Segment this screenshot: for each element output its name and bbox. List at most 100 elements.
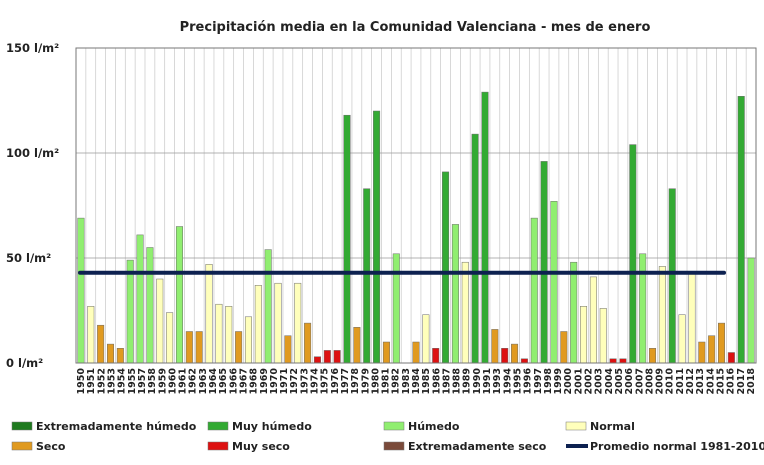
- bar: [422, 314, 430, 364]
- legend-label: Seco: [36, 440, 66, 453]
- bar: [718, 322, 726, 364]
- x-tick-label: 1975: [320, 368, 331, 394]
- x-tick-label: 1998: [543, 368, 554, 395]
- bar: [274, 282, 282, 364]
- legend-label: Húmedo: [408, 420, 460, 433]
- legend: Extremadamente húmedo Muy húmedo Húmedo Nor…: [11, 420, 764, 453]
- legend-label: Promedio normal 1981-2010: [590, 440, 764, 453]
- x-tick-label: 1965: [218, 368, 229, 394]
- bar: [511, 343, 519, 364]
- x-tick-label: 1969: [259, 368, 270, 394]
- bar: [294, 282, 302, 364]
- bar: [166, 312, 174, 364]
- legend-label: Extremadamente seco: [408, 440, 547, 453]
- x-tick-label: 1961: [178, 368, 189, 394]
- bar: [540, 161, 548, 364]
- x-tick-label: 1953: [107, 368, 118, 394]
- bar: [185, 331, 193, 364]
- bar: [619, 358, 627, 364]
- x-tick-label: 1958: [147, 368, 158, 395]
- bar: [580, 306, 588, 364]
- y-tick-label: 150 l/m²: [6, 41, 59, 55]
- y-tick-label: 100 l/m²: [6, 146, 59, 160]
- bar: [599, 308, 607, 364]
- chart-title: Precipitación media en la Comunidad Vale…: [180, 20, 651, 35]
- x-tick-label: 1979: [360, 368, 371, 394]
- bar: [156, 278, 164, 364]
- x-tick-label: 1968: [249, 368, 260, 395]
- x-tick-label: 2001: [573, 368, 584, 394]
- bar: [235, 331, 243, 364]
- legend-swatch: [565, 421, 587, 431]
- x-tick-label: 1963: [198, 368, 209, 394]
- bar: [244, 316, 252, 364]
- x-tick-label: 2017: [736, 368, 747, 394]
- legend-label: Muy húmedo: [232, 420, 312, 433]
- legend-label: Normal: [590, 420, 635, 433]
- x-tick-label: 2015: [715, 368, 726, 394]
- x-tick-label: 1994: [502, 368, 513, 395]
- x-tick-label: 1951: [86, 368, 97, 394]
- bar: [126, 259, 134, 364]
- bar: [442, 171, 450, 364]
- x-tick-label: 1955: [127, 368, 138, 394]
- bar: [727, 352, 735, 364]
- bar-layer: [77, 91, 755, 364]
- bar: [87, 306, 95, 364]
- x-tick-label: 1983: [401, 368, 412, 394]
- bar: [323, 350, 331, 364]
- x-tick-label: 1987: [441, 368, 452, 394]
- bar: [589, 276, 597, 364]
- bar: [225, 306, 233, 364]
- x-tick-label: 1982: [391, 368, 402, 394]
- x-tick-label: 1988: [452, 368, 463, 395]
- bar: [570, 261, 578, 364]
- legend-swatch: [207, 421, 229, 431]
- x-tick-label: 1967: [238, 368, 249, 394]
- x-tick-label: 1984: [411, 368, 422, 395]
- bar: [432, 348, 440, 364]
- x-tick-label: 1989: [462, 368, 473, 394]
- x-tick-label: 2012: [685, 368, 696, 394]
- x-tick-label: 1986: [431, 368, 442, 395]
- bar: [363, 188, 371, 364]
- x-tick-label: 2010: [665, 368, 676, 395]
- x-tick-label: 1985: [421, 368, 432, 394]
- bar: [215, 303, 223, 364]
- x-tick-label: 1973: [299, 368, 310, 394]
- x-tick-label: 2013: [695, 368, 706, 394]
- legend-label: Muy seco: [232, 440, 290, 453]
- x-tick-label: 1995: [512, 368, 523, 394]
- bar: [629, 144, 637, 364]
- bar: [373, 110, 381, 364]
- x-tick-label: 1993: [492, 368, 503, 394]
- bar: [747, 257, 755, 364]
- bar: [264, 249, 272, 364]
- x-tick-label: 1980: [370, 368, 381, 395]
- bar: [501, 348, 509, 364]
- x-tick-label: 2011: [675, 368, 686, 394]
- bar: [481, 91, 489, 364]
- x-tick-label: 1950: [76, 368, 87, 395]
- bar: [254, 285, 262, 364]
- bar: [343, 114, 351, 364]
- bar: [649, 348, 657, 364]
- bar: [116, 348, 124, 364]
- bar: [412, 341, 420, 364]
- x-tick-label: 1970: [269, 368, 280, 395]
- bar: [698, 341, 706, 364]
- x-tick-label: 2007: [634, 368, 645, 394]
- legend-swatch: [207, 441, 229, 451]
- bar: [304, 322, 312, 364]
- x-tick-label: 2008: [644, 368, 655, 395]
- x-tick-label: 1952: [96, 368, 107, 394]
- x-tick-label: 2002: [584, 368, 595, 394]
- bar: [609, 358, 617, 364]
- x-tick-label: 1976: [330, 368, 341, 395]
- bar: [530, 217, 538, 364]
- bar: [471, 133, 479, 364]
- x-tick-label: 1991: [482, 368, 493, 394]
- bar: [195, 331, 203, 364]
- bar: [284, 335, 292, 364]
